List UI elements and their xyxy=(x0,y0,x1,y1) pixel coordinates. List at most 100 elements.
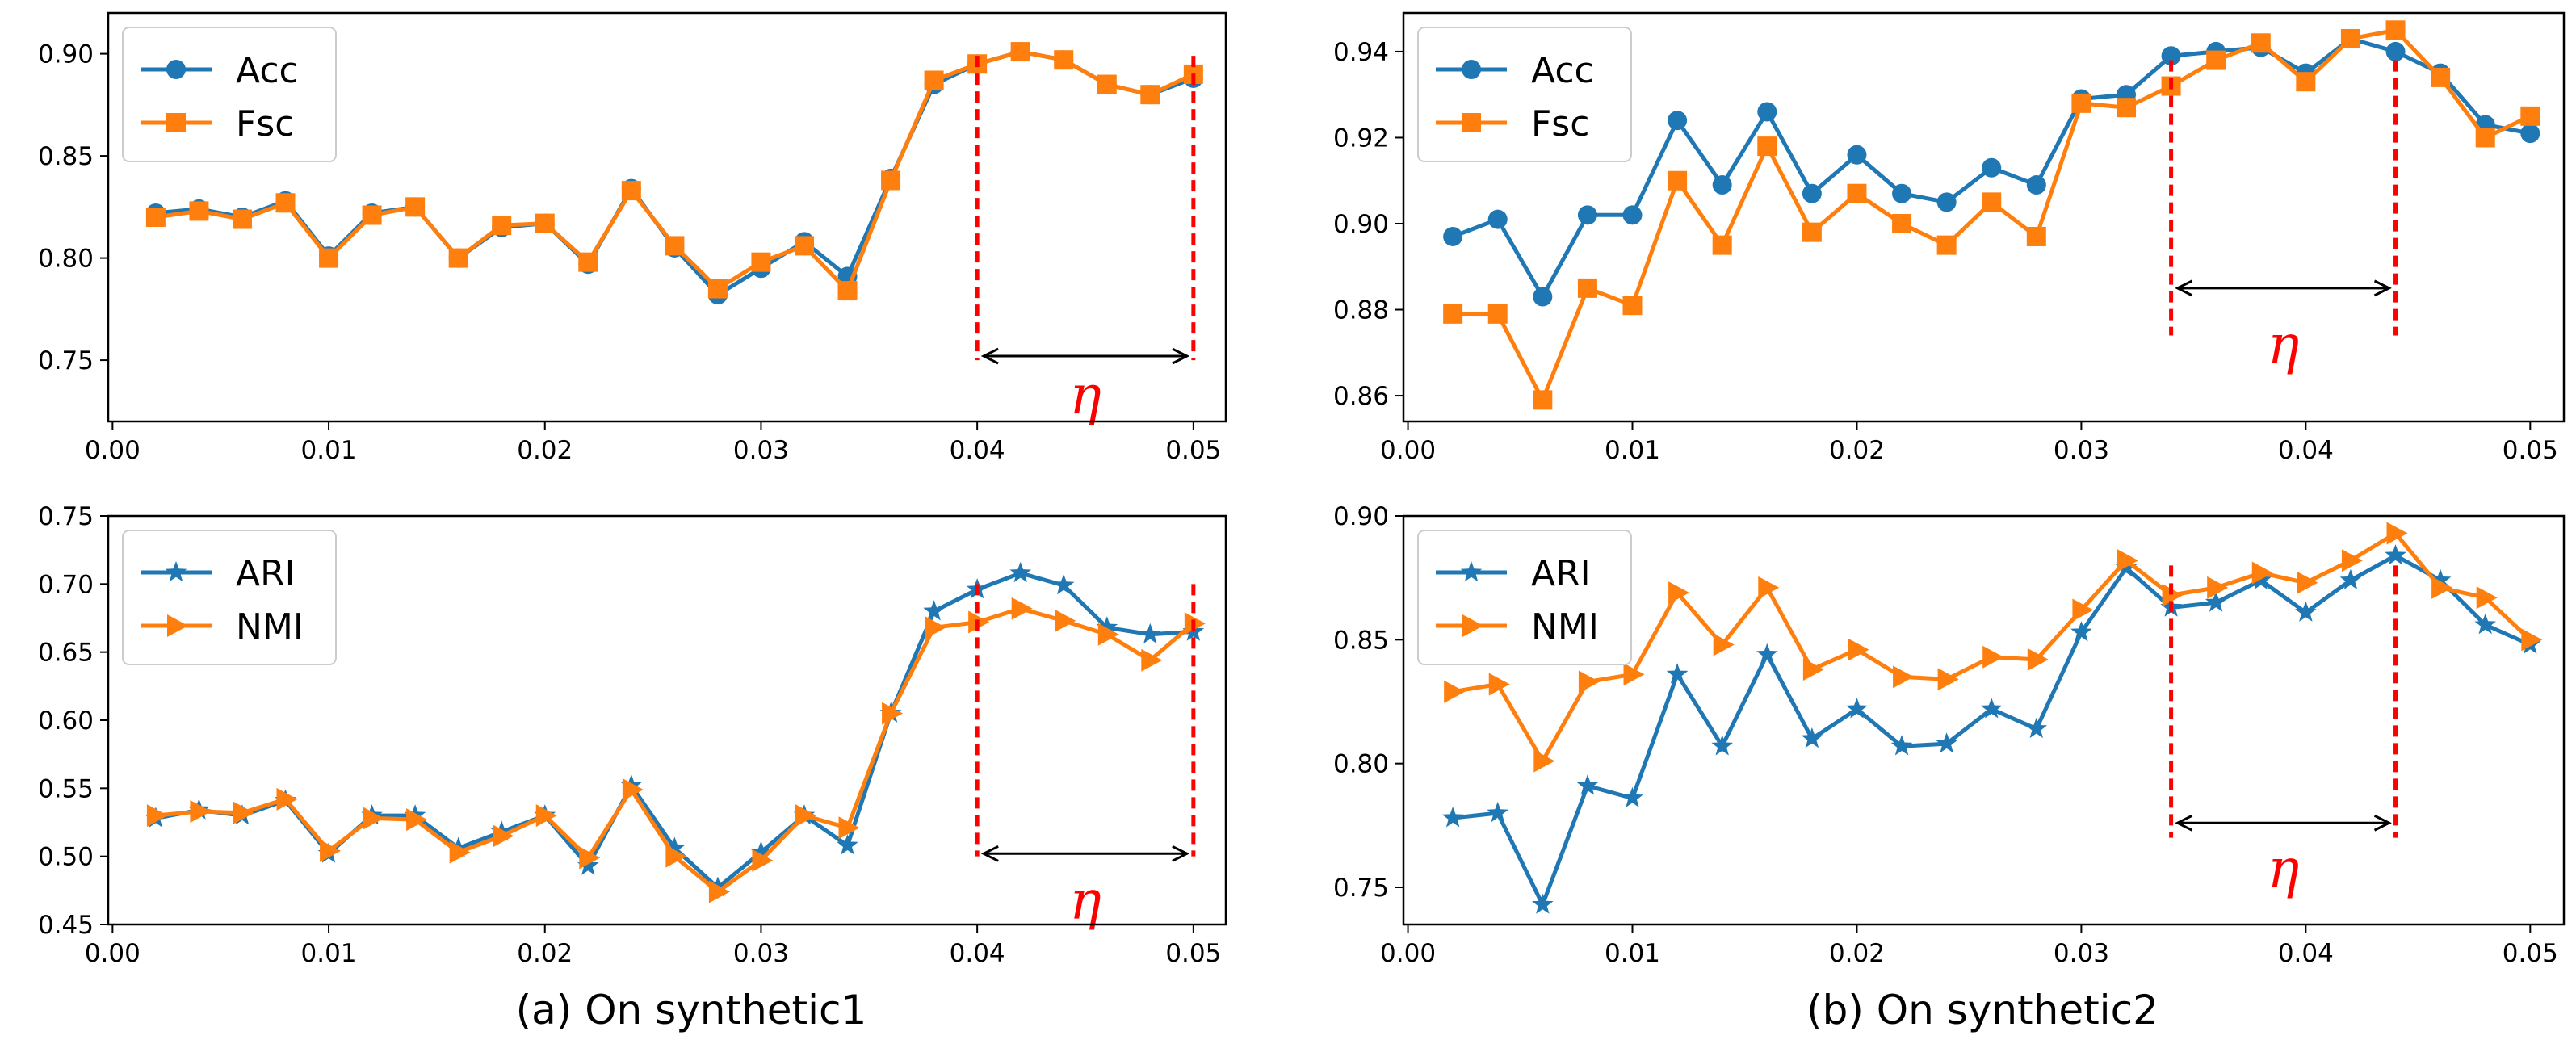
data-point-fsc xyxy=(2071,93,2091,113)
data-point-fsc xyxy=(621,181,641,201)
y-tick-label: 0.65 xyxy=(38,639,94,668)
x-tick-label: 0.02 xyxy=(1829,939,1885,968)
x-tick-label: 0.03 xyxy=(733,436,789,465)
data-point-ari xyxy=(1576,774,1599,795)
data-point-nmi xyxy=(2341,549,2363,572)
legend-label-ari: ARI xyxy=(1531,553,1591,594)
data-point-nmi xyxy=(276,787,298,811)
data-point-ari xyxy=(1009,561,1031,583)
data-point-nmi xyxy=(1982,645,2004,669)
data-point-nmi xyxy=(665,845,687,868)
y-tick-label: 0.50 xyxy=(38,843,94,872)
data-point-ari xyxy=(923,600,945,621)
data-point-ari xyxy=(2070,621,2092,642)
data-point-acc xyxy=(2161,46,2181,66)
eta-label: η xyxy=(2268,838,2300,900)
data-point-nmi xyxy=(363,807,384,830)
data-point-acc xyxy=(1668,111,1688,131)
data-point-fsc xyxy=(924,70,944,90)
legend-label-ari: ARI xyxy=(236,553,296,594)
x-tick-label: 0.02 xyxy=(517,939,573,968)
data-point-ari xyxy=(837,834,858,855)
data-point-nmi xyxy=(2207,576,2229,599)
data-point-ari xyxy=(1666,663,1689,684)
x-tick-label: 0.05 xyxy=(2503,939,2558,968)
data-point-acc xyxy=(1622,205,1643,225)
data-point-nmi xyxy=(1533,749,1555,773)
x-tick-label: 0.03 xyxy=(2054,436,2109,465)
y-tick-label: 0.85 xyxy=(1333,626,1389,655)
data-point-nmi xyxy=(1937,668,1959,691)
eta-arrowhead-left xyxy=(980,347,999,365)
x-tick-label: 0.01 xyxy=(301,436,357,465)
data-point-fsc xyxy=(794,236,814,256)
y-tick-label: 0.75 xyxy=(1333,874,1389,903)
data-point-nmi xyxy=(708,880,730,903)
y-tick-label: 0.75 xyxy=(38,502,94,531)
data-point-nmi xyxy=(795,804,816,828)
eta-arrowhead-left xyxy=(2175,279,2193,297)
eta-arrowhead-right xyxy=(1172,347,1190,365)
data-point-acc xyxy=(2520,124,2540,144)
data-point-nmi xyxy=(1011,597,1033,620)
legend xyxy=(1417,27,1632,162)
x-tick-label: 0.05 xyxy=(1165,436,1221,465)
x-tick-label: 0.05 xyxy=(1165,939,1221,968)
data-point-nmi xyxy=(2072,598,2094,622)
data-point-fsc xyxy=(1757,136,1777,157)
eta-arrowhead-right xyxy=(2373,279,2392,297)
data-point-nmi xyxy=(1758,576,1780,599)
data-point-ari xyxy=(1711,735,1733,756)
data-point-nmi xyxy=(622,778,644,802)
x-tick-label: 0.03 xyxy=(2054,939,2109,968)
x-tick-label: 0.02 xyxy=(1829,436,1885,465)
plot-synthetic2-acc-fsc: 0.00 0.01 0.02 0.03 0.04 0.05 0.86 0.88 0.90 0.92… xyxy=(1333,11,2566,465)
data-point-fsc xyxy=(275,193,296,213)
eta-label: η xyxy=(2268,313,2300,375)
data-point-ari xyxy=(1936,732,1957,753)
data-point-ari xyxy=(1980,698,2003,719)
y-tick-label: 0.80 xyxy=(38,245,94,274)
data-point-ari xyxy=(2385,544,2406,565)
data-point-nmi xyxy=(2431,576,2453,599)
legend xyxy=(122,530,337,665)
data-point-fsc xyxy=(535,213,555,233)
data-point-nmi xyxy=(2386,522,2408,545)
data-point-fsc xyxy=(881,170,901,191)
data-point-acc xyxy=(2385,41,2406,61)
legend-marker-ari xyxy=(1460,561,1483,582)
y-tick-label: 0.90 xyxy=(1333,210,1389,239)
data-point-nmi xyxy=(1623,663,1645,686)
data-point-fsc xyxy=(1443,304,1463,324)
data-point-ari xyxy=(1487,802,1509,823)
legend xyxy=(122,27,337,162)
legend-marker-acc xyxy=(1462,60,1481,79)
data-point-acc xyxy=(1712,175,1732,195)
eta-label: η xyxy=(1069,364,1101,426)
legend-label-fsc: Fsc xyxy=(236,103,294,145)
data-point-acc xyxy=(1443,226,1463,246)
data-point-nmi xyxy=(2027,648,2049,671)
data-point-nmi xyxy=(1848,638,1869,661)
data-point-fsc xyxy=(145,208,166,227)
x-tick-label: 0.02 xyxy=(517,436,573,465)
data-point-fsc xyxy=(492,216,512,236)
data-point-nmi xyxy=(882,702,904,725)
data-point-ari xyxy=(1441,807,1464,828)
legend-marker-nmi xyxy=(167,614,188,637)
data-point-ari xyxy=(2205,591,2227,612)
y-tick-label: 0.92 xyxy=(1333,124,1389,153)
eta-arrowhead-left xyxy=(2175,814,2193,832)
data-point-nmi xyxy=(2297,571,2318,594)
y-tick-label: 0.90 xyxy=(38,40,94,69)
data-point-fsc xyxy=(1622,296,1643,316)
data-point-ari xyxy=(1532,893,1554,914)
data-point-fsc xyxy=(189,201,209,221)
data-point-fsc xyxy=(2385,20,2406,40)
data-point-fsc xyxy=(1533,390,1553,410)
data-point-nmi xyxy=(925,616,946,639)
caption-b: (b) On synthetic2 xyxy=(1806,987,2159,1033)
data-point-fsc xyxy=(1892,213,1912,233)
data-point-fsc xyxy=(1936,235,1957,255)
data-point-ari xyxy=(1096,616,1118,637)
